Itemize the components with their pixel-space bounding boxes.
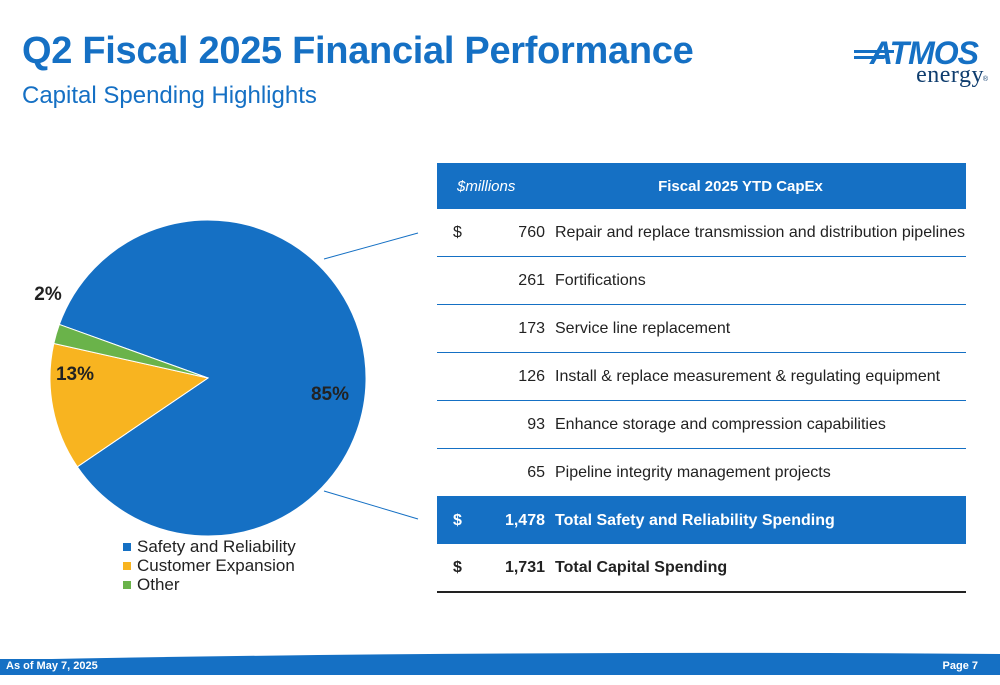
page-number: Page 7 — [942, 660, 978, 672]
currency-cell — [437, 304, 481, 353]
table-row: 126 Install & replace measurement & regu… — [437, 352, 966, 401]
amount-cell: 1,731 — [481, 544, 555, 593]
table-header-row: $millions Fiscal 2025 YTD CapEx — [437, 163, 966, 209]
total-capital-row: $ 1,731 Total Capital Spending — [437, 544, 966, 593]
pie-chart: 85% 13% 2% — [34, 219, 367, 537]
footer-bar — [0, 659, 1000, 675]
unit-label: $millions — [437, 163, 555, 209]
capex-table: $millions Fiscal 2025 YTD CapEx $ 760 Re… — [437, 163, 966, 593]
description-cell: Total Capital Spending — [555, 544, 966, 593]
description-cell: Service line replacement — [555, 304, 966, 353]
amount-cell: 261 — [481, 256, 555, 305]
currency-cell: $ — [437, 496, 481, 544]
footer-date: As of May 7, 2025 — [6, 660, 98, 672]
description-cell: Fortifications — [555, 256, 966, 305]
legend-swatch — [123, 561, 131, 570]
legend-item: Other — [123, 575, 296, 594]
description-cell: Total Safety and Reliability Spending — [555, 496, 966, 544]
legend-label: Safety and Reliability — [137, 537, 296, 556]
currency-cell — [437, 448, 481, 497]
amount-cell: 93 — [481, 400, 555, 449]
currency-cell — [437, 256, 481, 305]
legend-label: Other — [137, 575, 180, 594]
pie-data-label: 2% — [34, 284, 62, 305]
pie-data-label: 85% — [311, 384, 349, 405]
pie-slice-safety-and-reliability — [58, 219, 367, 537]
currency-cell: $ — [437, 544, 481, 593]
description-cell: Install & replace measurement & regulati… — [555, 352, 966, 401]
logo-stripe — [854, 56, 884, 59]
description-cell: Repair and replace transmission and dist… — [555, 209, 966, 257]
page-subtitle: Capital Spending Highlights — [22, 82, 317, 109]
amount-cell: 173 — [481, 304, 555, 353]
currency-cell — [437, 400, 481, 449]
column-header: Fiscal 2025 YTD CapEx — [555, 163, 966, 209]
table-row: 65 Pipeline integrity management project… — [437, 448, 966, 497]
logo-registered-mark: ® — [982, 76, 988, 83]
table-row: $ 760 Repair and replace transmission an… — [437, 209, 966, 257]
amount-cell: 760 — [481, 209, 555, 257]
page-title: Q2 Fiscal 2025 Financial Performance — [22, 30, 694, 72]
logo-stripe — [854, 50, 894, 53]
table-row: 173 Service line replacement — [437, 304, 966, 353]
table-row: 261 Fortifications — [437, 256, 966, 305]
table-row: 93 Enhance storage and compression capab… — [437, 400, 966, 449]
total-safety-row: $ 1,478 Total Safety and Reliability Spe… — [437, 496, 966, 544]
legend-swatch — [123, 580, 131, 589]
chart-legend: Safety and Reliability Customer Expansio… — [123, 537, 296, 594]
amount-cell: 1,478 — [481, 496, 555, 544]
logo-top-text: ATMOS — [869, 35, 979, 71]
pie-slice-other — [53, 323, 209, 379]
currency-cell — [437, 352, 481, 401]
legend-item: Safety and Reliability — [123, 537, 296, 556]
legend-swatch — [123, 542, 131, 551]
currency-cell: $ — [437, 209, 481, 257]
pie-data-label: 13% — [56, 364, 94, 385]
pie-slice-customer-expansion — [49, 342, 210, 468]
legend-label: Customer Expansion — [137, 556, 295, 575]
amount-cell: 65 — [481, 448, 555, 497]
description-cell: Pipeline integrity management projects — [555, 448, 966, 497]
description-cell: Enhance storage and compression capabili… — [555, 400, 966, 449]
logo-bottom-text: energy — [916, 62, 984, 88]
legend-item: Customer Expansion — [123, 556, 296, 575]
amount-cell: 126 — [481, 352, 555, 401]
atmos-energy-logo: ATMOS energy ® — [848, 36, 988, 92]
